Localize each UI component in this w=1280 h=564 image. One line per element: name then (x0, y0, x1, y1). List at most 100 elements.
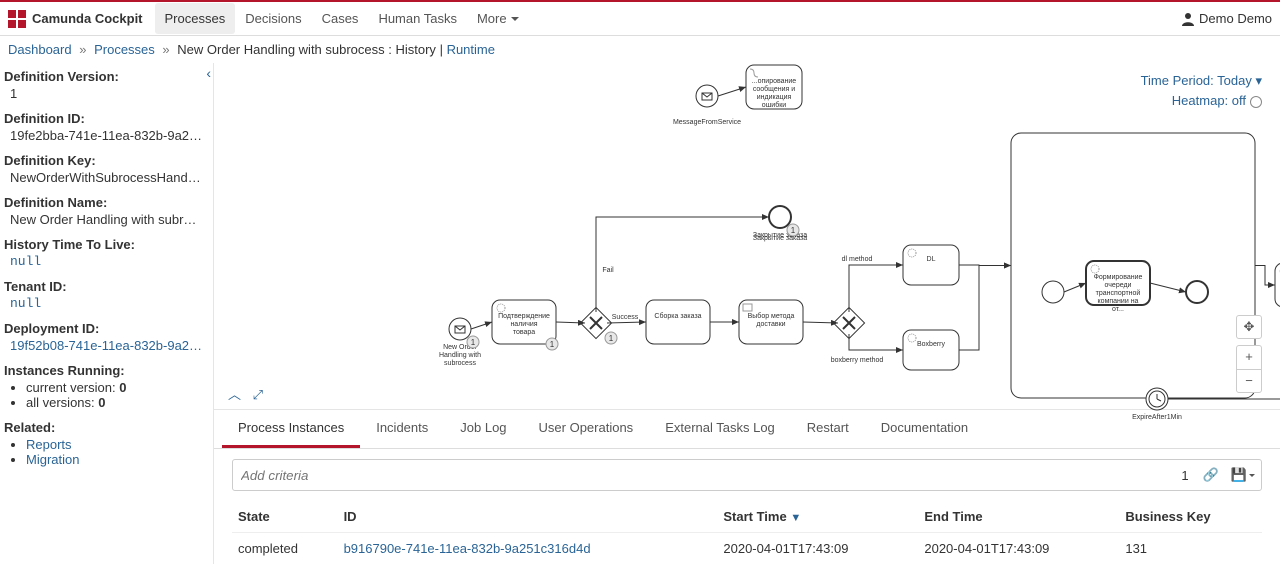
col-start-time[interactable]: Start Time ▼ (717, 501, 918, 533)
svg-text:индикация: индикация (757, 94, 792, 101)
related-migration[interactable]: Migration (26, 452, 79, 467)
svg-text:доставки: доставки (756, 321, 785, 328)
chevron-down-icon (511, 17, 519, 21)
nav-processes[interactable]: Processes (155, 3, 236, 34)
svg-text:1: 1 (550, 340, 555, 349)
brand[interactable]: Camunda Cockpit (8, 10, 143, 28)
svg-text:очереди: очереди (1105, 282, 1132, 289)
zoom-controls: ✥ + − (1236, 315, 1262, 393)
svg-text:Закрытие заказа: Закрытие заказа (753, 235, 807, 242)
breadcrumb-dashboard[interactable]: Dashboard (8, 42, 72, 57)
cell-id-link[interactable]: b916790e-741e-11ea-832b-9a251c316d4d (344, 541, 591, 556)
deployment-id-value[interactable]: 19f52b08-741e-11ea-832b-9a251c31... (4, 338, 203, 353)
time-period-toggle[interactable]: Time Period: Today ▾ (1141, 73, 1262, 89)
svg-text:DL: DL (927, 256, 936, 263)
def-key-value: NewOrderWithSubrocessHandling (4, 170, 203, 185)
def-name-label: Definition Name: (4, 195, 203, 210)
def-key-label: Definition Key: (4, 153, 203, 168)
svg-text:...опирование: ...опирование (752, 78, 797, 85)
nav-more[interactable]: More (467, 3, 529, 34)
expand-controls: ︿ ⤢ (228, 384, 271, 403)
filter-count: 1 (1173, 468, 1196, 483)
history-ttl-value: null (4, 254, 203, 269)
nav-human-tasks[interactable]: Human Tasks (368, 3, 467, 34)
sidebar: ‹ Definition Version: 1 Definition ID: 19f… (0, 63, 214, 564)
save-icon[interactable]: 💾 (1225, 467, 1261, 483)
def-id-value: 19fe2bba-741e-11ea-832b-9a251c31... (4, 128, 203, 143)
top-navbar: Camunda Cockpit Processes Decisions Case… (0, 0, 1280, 36)
reset-zoom-button[interactable]: ✥ (1236, 315, 1262, 339)
zoom-in-button[interactable]: + (1236, 345, 1262, 369)
breadcrumb-processes[interactable]: Processes (94, 42, 155, 57)
col-business-key[interactable]: Business Key (1119, 501, 1262, 533)
svg-text:ошибки: ошибки (762, 101, 786, 109)
heatmap-toggle[interactable]: Heatmap: off (1141, 93, 1262, 108)
user-menu[interactable]: Demo Demo (1181, 11, 1272, 26)
fullscreen-icon[interactable]: ⤢ (253, 387, 263, 402)
svg-text:1: 1 (609, 334, 614, 343)
filter-bar: 1 🔗 💾 (232, 459, 1262, 491)
svg-text:MessageFromService: MessageFromService (673, 119, 741, 126)
brand-text: Camunda Cockpit (32, 11, 143, 26)
svg-text:от...: от... (1112, 306, 1124, 313)
def-id-label: Definition ID: (4, 111, 203, 126)
svg-text:1: 1 (791, 226, 796, 235)
svg-text:компании на: компании на (1098, 298, 1139, 305)
cell-state: completed (232, 533, 338, 564)
svg-text:товара: товара (513, 329, 535, 336)
svg-text:ExpireAfter1Min: ExpireAfter1Min (1132, 414, 1182, 421)
svg-text:Выбор метода: Выбор метода (748, 312, 795, 320)
chevron-down-icon (1249, 474, 1255, 477)
chevron-down-icon: ▾ (1255, 73, 1262, 88)
breadcrumb: Dashboard » Processes » New Order Handli… (0, 36, 1280, 63)
instances-running-label: Instances Running: (4, 363, 203, 378)
user-icon (1181, 12, 1195, 26)
instances-current: current version: 0 (26, 380, 203, 395)
svg-text:наличия: наличия (510, 321, 537, 328)
radio-icon (1250, 96, 1262, 108)
nav-cases[interactable]: Cases (312, 3, 369, 34)
table-row[interactable]: completed b916790e-741e-11ea-832b-9a251c… (232, 533, 1262, 564)
collapse-diagram-icon[interactable]: ︿ (228, 387, 241, 402)
related-label: Related: (4, 420, 203, 435)
def-version-value: 1 (4, 86, 203, 101)
filter-input[interactable] (233, 464, 1173, 487)
svg-text:subrocess: subrocess (444, 360, 476, 367)
cell-start-time: 2020-04-01T17:43:09 (717, 533, 918, 564)
tenant-id-label: Tenant ID: (4, 279, 203, 294)
col-end-time[interactable]: End Time (918, 501, 1119, 533)
sort-desc-icon: ▼ (790, 512, 801, 524)
related-reports[interactable]: Reports (26, 437, 72, 452)
content-area: New OrderHandling withsubrocess1Подтверж… (214, 63, 1280, 564)
svg-text:сообщения и: сообщения и (753, 85, 795, 93)
breadcrumb-current: New Order Handling with subrocess : Hist… (177, 42, 436, 57)
col-state[interactable]: State (232, 501, 338, 533)
main-content: ‹ Definition Version: 1 Definition ID: 19f… (0, 63, 1280, 564)
user-name: Demo Demo (1199, 11, 1272, 26)
def-name-value: New Order Handling with subrocess (4, 212, 203, 227)
svg-text:Handling with: Handling with (439, 352, 481, 359)
link-icon[interactable]: 🔗 (1197, 467, 1225, 483)
svg-text:1: 1 (471, 338, 476, 347)
svg-text:Сборка заказа: Сборка заказа (654, 312, 701, 320)
cell-end-time: 2020-04-01T17:43:09 (918, 533, 1119, 564)
svg-text:транспортной: транспортной (1096, 289, 1141, 297)
col-id[interactable]: ID (338, 501, 718, 533)
nav-decisions[interactable]: Decisions (235, 3, 311, 34)
deployment-id-label: Deployment ID: (4, 321, 203, 336)
history-ttl-label: History Time To Live: (4, 237, 203, 252)
breadcrumb-runtime[interactable]: Runtime (447, 42, 495, 57)
collapse-sidebar-icon[interactable]: ‹ (206, 65, 211, 81)
svg-text:dl method: dl method (842, 256, 873, 263)
svg-text:Формирование: Формирование (1094, 274, 1143, 281)
svg-text:Подтверждение: Подтверждение (498, 313, 550, 320)
bpmn-diagram[interactable]: New OrderHandling withsubrocess1Подтверж… (214, 63, 1280, 410)
diagram-controls: Time Period: Today ▾ Heatmap: off (1141, 73, 1262, 108)
svg-text:Success: Success (612, 314, 639, 321)
zoom-out-button[interactable]: − (1236, 369, 1262, 393)
def-version-label: Definition Version: (4, 69, 203, 84)
logo-icon (8, 10, 26, 28)
tenant-id-value: null (4, 296, 203, 311)
main-nav: Processes Decisions Cases Human Tasks Mo… (155, 3, 529, 34)
bpmn-svg: New OrderHandling withsubrocess1Подтверж… (214, 63, 1280, 423)
